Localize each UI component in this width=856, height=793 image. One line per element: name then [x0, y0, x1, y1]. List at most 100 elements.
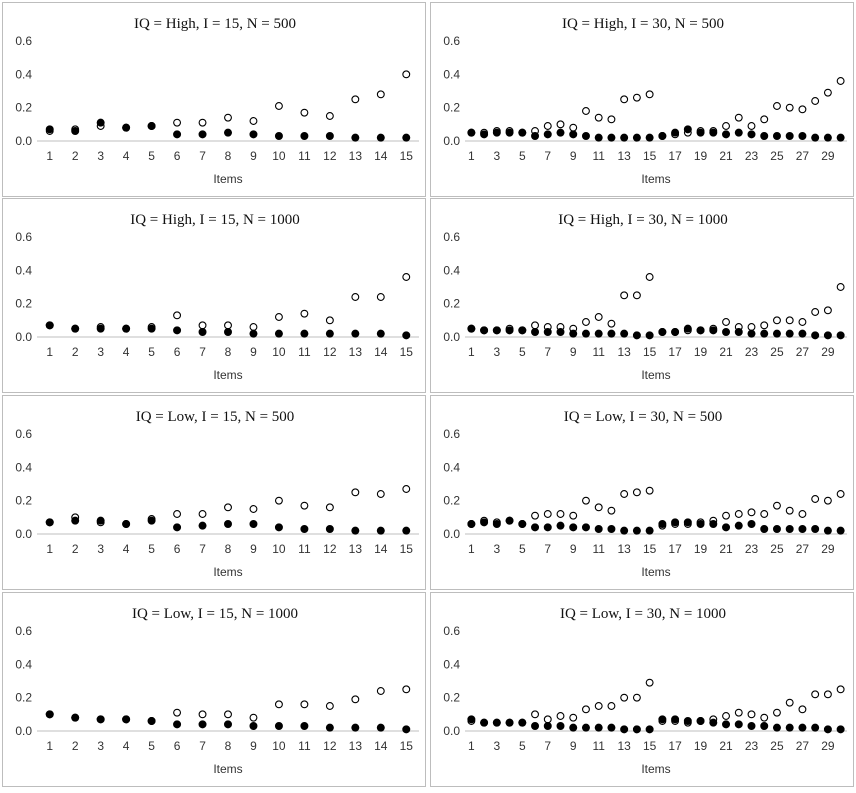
x-tick-label: 7 — [199, 345, 206, 359]
filled-point — [505, 326, 514, 335]
chart-title: IQ = High, I = 30, N = 500 — [562, 16, 724, 32]
filled-point — [594, 723, 603, 732]
chart-panel-8: IQ = Low, I = 30, N = 1000 0.0 0.2 0.4 0.6 1 3… — [430, 592, 854, 787]
x-tick-label: 14 — [374, 345, 388, 359]
filled-point — [632, 331, 641, 340]
open-point — [734, 510, 743, 518]
x-tick-label: 21 — [719, 149, 733, 163]
open-point — [582, 318, 590, 326]
x-tick-label: 14 — [374, 542, 388, 556]
y-tick-label: 0.6 — [15, 427, 32, 441]
filled-point — [531, 131, 540, 140]
filled-point — [811, 723, 820, 732]
series-filled — [467, 715, 845, 734]
filled-point — [518, 718, 527, 727]
x-tick-label: 11 — [592, 542, 605, 556]
chart-svg: IQ = High, I = 15, N = 1000 0.0 0.2 0.4 0.6 1… — [15, 212, 419, 382]
filled-point — [492, 520, 501, 529]
filled-point — [300, 721, 309, 730]
open-point — [645, 90, 654, 99]
x-tick-label: 5 — [148, 149, 155, 163]
open-point — [224, 113, 232, 122]
x-tick-label: 7 — [544, 345, 551, 359]
x-tick-label: 11 — [592, 739, 605, 753]
filled-point — [734, 720, 743, 729]
filled-point — [518, 128, 527, 137]
x-tick-label: 3 — [493, 542, 500, 556]
open-point — [823, 690, 832, 699]
filled-point — [376, 133, 385, 142]
x-tick-label: 23 — [745, 149, 759, 163]
open-point — [836, 685, 845, 694]
filled-point — [836, 725, 845, 734]
filled-point — [632, 133, 641, 142]
open-point — [836, 283, 845, 291]
open-point — [734, 708, 743, 717]
filled-point — [45, 321, 54, 330]
filled-point — [645, 133, 654, 142]
filled-point — [798, 131, 807, 140]
open-point — [274, 700, 283, 709]
y-tick-label: 0.0 — [15, 134, 32, 148]
open-point — [760, 115, 769, 124]
x-tick-label: 17 — [668, 542, 682, 556]
x-tick-label: 13 — [349, 542, 363, 556]
open-point — [798, 705, 807, 714]
filled-point — [620, 725, 629, 734]
filled-point — [480, 518, 489, 527]
x-tick-label: 15 — [400, 149, 414, 163]
filled-point — [147, 717, 156, 726]
filled-point — [173, 523, 182, 532]
filled-point — [594, 329, 603, 338]
filled-point — [467, 128, 476, 137]
open-point — [249, 323, 258, 331]
open-point — [274, 313, 283, 321]
x-tick-label: 5 — [519, 739, 526, 753]
x-tick-label: 9 — [250, 542, 257, 556]
x-tick-label: 19 — [694, 345, 708, 359]
filled-point — [96, 118, 105, 127]
filled-point — [709, 326, 718, 335]
filled-point — [71, 127, 80, 136]
y-tick-label: 0.4 — [15, 67, 32, 81]
y-tick-label: 0.4 — [443, 657, 460, 671]
x-tick-label: 5 — [519, 149, 526, 163]
y-tick-label: 0.2 — [443, 691, 460, 705]
filled-point — [747, 130, 756, 139]
filled-point — [811, 524, 820, 533]
x-tick-label: 27 — [796, 739, 810, 753]
filled-point — [823, 725, 832, 734]
filled-point — [696, 717, 705, 726]
y-tick-label: 0.0 — [15, 724, 32, 738]
open-point — [351, 293, 360, 301]
x-axis-label: Items — [213, 368, 242, 382]
series-open — [467, 678, 845, 727]
open-point — [607, 115, 616, 124]
filled-point — [505, 718, 514, 727]
filled-point — [376, 723, 385, 732]
x-tick-label: 7 — [544, 542, 551, 556]
x-tick-label: 10 — [272, 149, 286, 163]
x-tick-label: 8 — [225, 739, 232, 753]
x-tick-label: 5 — [519, 345, 526, 359]
filled-point — [467, 520, 476, 529]
filled-point — [198, 130, 207, 139]
y-tick-label: 0.4 — [15, 263, 32, 277]
x-tick-label: 3 — [97, 739, 104, 753]
x-tick-label: 7 — [544, 149, 551, 163]
filled-point — [798, 723, 807, 732]
filled-point — [620, 133, 629, 142]
open-point — [747, 323, 756, 331]
open-point — [722, 122, 730, 130]
filled-point — [785, 723, 794, 732]
open-point — [798, 510, 807, 518]
filled-point — [658, 131, 667, 140]
x-tick-label: 1 — [46, 149, 53, 163]
y-tick-label: 0.0 — [443, 527, 460, 541]
x-tick-label: 12 — [323, 739, 337, 753]
open-point — [402, 70, 411, 79]
open-point — [760, 713, 769, 722]
open-point — [173, 118, 182, 127]
